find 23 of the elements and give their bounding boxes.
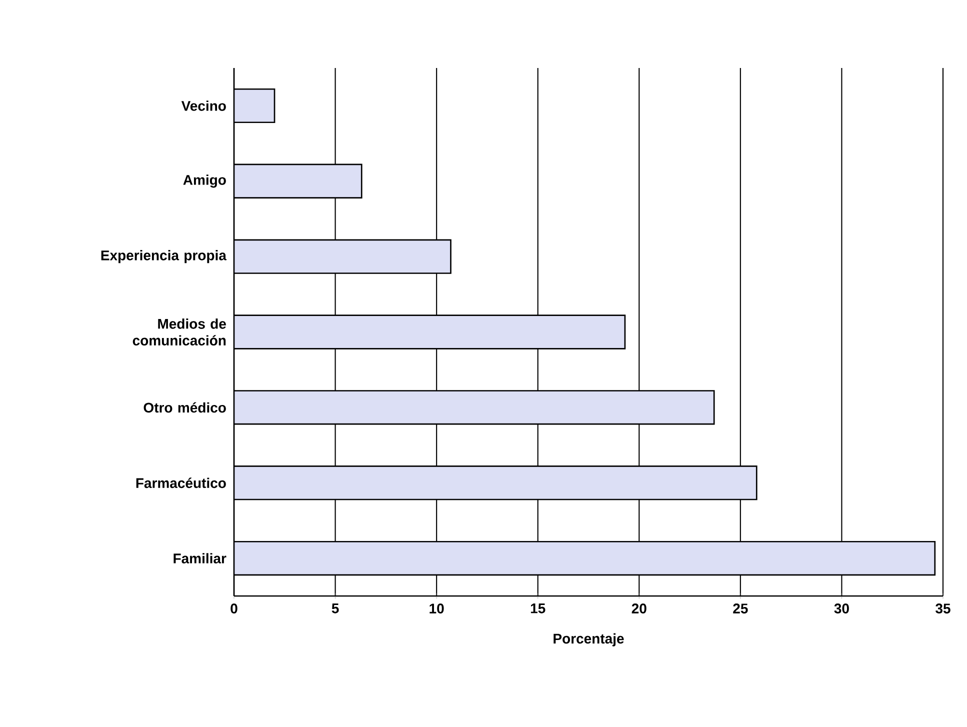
bar [234,88,276,124]
y-tick-label: Vecino [181,100,226,111]
x-tick-label: 0 [230,604,238,614]
bar [234,540,936,576]
y-tick-label: Familiar [174,553,226,564]
x-axis-title: Porcentaje [554,633,624,646]
y-tick-label: Farmacéutico [136,478,226,488]
x-tick-label: 10 [430,604,444,614]
bar [234,164,362,198]
x-tick-label: 5 [332,604,339,614]
bar [234,466,758,500]
y-tick-label: Experiencia propia [101,250,227,264]
x-tick-label: 25 [733,604,748,614]
x-tick-label: 20 [632,604,646,614]
bar [234,239,452,274]
x-tick-label: 30 [834,604,849,614]
x-tick-label: 15 [530,604,546,614]
y-tick-label: Medios de comunicación [132,318,226,346]
x-tick-label: 35 [936,604,950,614]
bar [234,314,626,350]
y-tick-label: Amigo [183,174,226,188]
bar [234,390,715,425]
y-tick-label: Otro médico [144,402,226,413]
